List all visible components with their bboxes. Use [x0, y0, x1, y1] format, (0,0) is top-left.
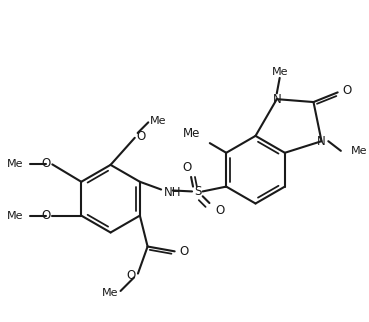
- Text: Me: Me: [7, 211, 23, 221]
- Text: N: N: [317, 135, 326, 148]
- Text: NH: NH: [164, 186, 182, 199]
- Text: O: O: [179, 245, 189, 258]
- Text: Me: Me: [183, 127, 200, 140]
- Text: O: O: [215, 204, 224, 217]
- Text: S: S: [194, 185, 201, 198]
- Text: Me: Me: [7, 159, 23, 169]
- Text: Me: Me: [351, 146, 367, 156]
- Text: Me: Me: [272, 67, 288, 77]
- Text: Me: Me: [102, 288, 118, 298]
- Text: N: N: [272, 93, 281, 106]
- Text: O: O: [41, 209, 51, 222]
- Text: O: O: [342, 84, 352, 97]
- Text: Me: Me: [150, 116, 167, 126]
- Text: O: O: [137, 130, 146, 143]
- Text: O: O: [41, 157, 51, 170]
- Text: O: O: [127, 269, 136, 282]
- Text: O: O: [183, 161, 192, 174]
